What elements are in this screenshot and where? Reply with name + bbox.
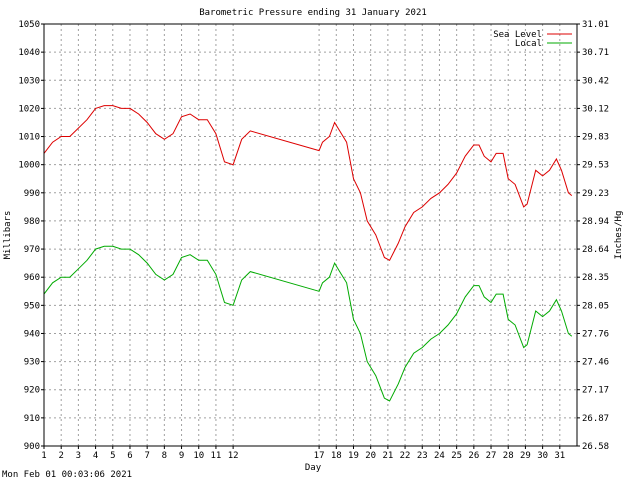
x-tick-label: 4 — [93, 451, 98, 461]
x-tick-label: 31 — [554, 451, 565, 461]
y-tick-label: 1050 — [18, 20, 40, 30]
x-tick-label: 23 — [417, 451, 428, 461]
y2-tick-label: 30.12 — [582, 104, 609, 114]
x-tick-label: 28 — [503, 451, 514, 461]
x-tick-label: 25 — [451, 451, 462, 461]
x-tick-label: 22 — [400, 451, 411, 461]
x-tick-label: 18 — [331, 451, 342, 461]
plot-frame — [43, 23, 578, 447]
y2-tick-label: 26.87 — [582, 414, 609, 424]
y-tick-label: 900 — [24, 442, 40, 452]
x-tick-label: 5 — [110, 451, 115, 461]
y2-tick-label: 29.23 — [582, 189, 609, 199]
y2-axis-ticks: 26.58 26.87 27.17 27.46 27.76 28.05 28.35 28.64… — [577, 20, 609, 452]
y-tick-label: 910 — [24, 414, 40, 424]
y-tick-label: 990 — [24, 189, 40, 199]
x-tick-label: 6 — [127, 451, 132, 461]
y-tick-label: 1020 — [18, 104, 40, 114]
x-tick-label: 11 — [211, 451, 222, 461]
y-tick-label: 1010 — [18, 133, 40, 143]
y-tick-label: 930 — [24, 358, 40, 368]
x-tick-label: 20 — [365, 451, 376, 461]
y-tick-label: 940 — [24, 329, 40, 339]
x-tick-label: 2 — [58, 451, 63, 461]
y-tick-label: 1000 — [18, 161, 40, 171]
chart-title: Barometric Pressure ending 31 January 20… — [199, 8, 427, 18]
x-tick-label: 29 — [520, 451, 531, 461]
y2-tick-label: 29.83 — [582, 133, 609, 143]
y2-tick-label: 28.94 — [582, 217, 609, 227]
y-tick-label: 1040 — [18, 48, 40, 58]
y2-tick-label: 28.35 — [582, 273, 609, 283]
timestamp: Mon Feb 01 00:03:06 2021 — [2, 470, 132, 480]
y-tick-label: 950 — [24, 301, 40, 311]
x-tick-label: 26 — [468, 451, 479, 461]
y2-tick-label: 28.64 — [582, 245, 609, 255]
y-tick-label: 980 — [24, 217, 40, 227]
x-axis-label: Day — [305, 463, 322, 473]
y-tick-label: 920 — [24, 386, 40, 396]
series-line-local — [43, 245, 573, 402]
y2-tick-label: 29.53 — [582, 161, 609, 171]
legend-label: Sea Level — [493, 30, 542, 40]
y2-tick-label: 31.01 — [582, 20, 609, 30]
y2-tick-label: 26.58 — [582, 442, 609, 452]
y2-tick-label: 27.76 — [582, 329, 609, 339]
y2-axis-label: Inches/Hg — [614, 211, 624, 260]
y2-tick-label: 30.42 — [582, 76, 609, 86]
x-tick-label: 10 — [193, 451, 204, 461]
series-lines — [43, 105, 573, 402]
y-tick-label: 1030 — [18, 76, 40, 86]
y-tick-label: 970 — [24, 245, 40, 255]
x-tick-label: 24 — [434, 451, 445, 461]
series-line-sea-level — [43, 105, 573, 261]
grid-lines — [44, 24, 577, 446]
x-tick-label: 17 — [314, 451, 325, 461]
y2-tick-label: 27.17 — [582, 386, 609, 396]
x-tick-label: 21 — [382, 451, 393, 461]
x-tick-label: 27 — [486, 451, 497, 461]
x-tick-label: 9 — [179, 451, 184, 461]
y-axis-label: Millibars — [3, 211, 13, 260]
x-tick-label: 19 — [348, 451, 359, 461]
x-tick-label: 7 — [144, 451, 149, 461]
x-tick-label: 30 — [537, 451, 548, 461]
y2-tick-label: 30.71 — [582, 48, 609, 58]
y2-tick-label: 27.46 — [582, 358, 609, 368]
y-tick-label: 960 — [24, 273, 40, 283]
x-tick-label: 1 — [41, 451, 46, 461]
y2-tick-label: 28.05 — [582, 301, 609, 311]
x-tick-label: 8 — [162, 451, 167, 461]
x-tick-label: 12 — [228, 451, 239, 461]
legend-label: Local — [515, 39, 542, 49]
x-axis-ticks: 1 2 3 4 5 6 7 8 9 10 11 12 17 18 19 20 21 22 23 24 25 26 27 28 2… — [41, 446, 565, 461]
x-tick-label: 3 — [76, 451, 81, 461]
y-axis-ticks: 900 910 920 930 940 950 960 970 980 990 1000 1010 10… — [18, 20, 44, 452]
